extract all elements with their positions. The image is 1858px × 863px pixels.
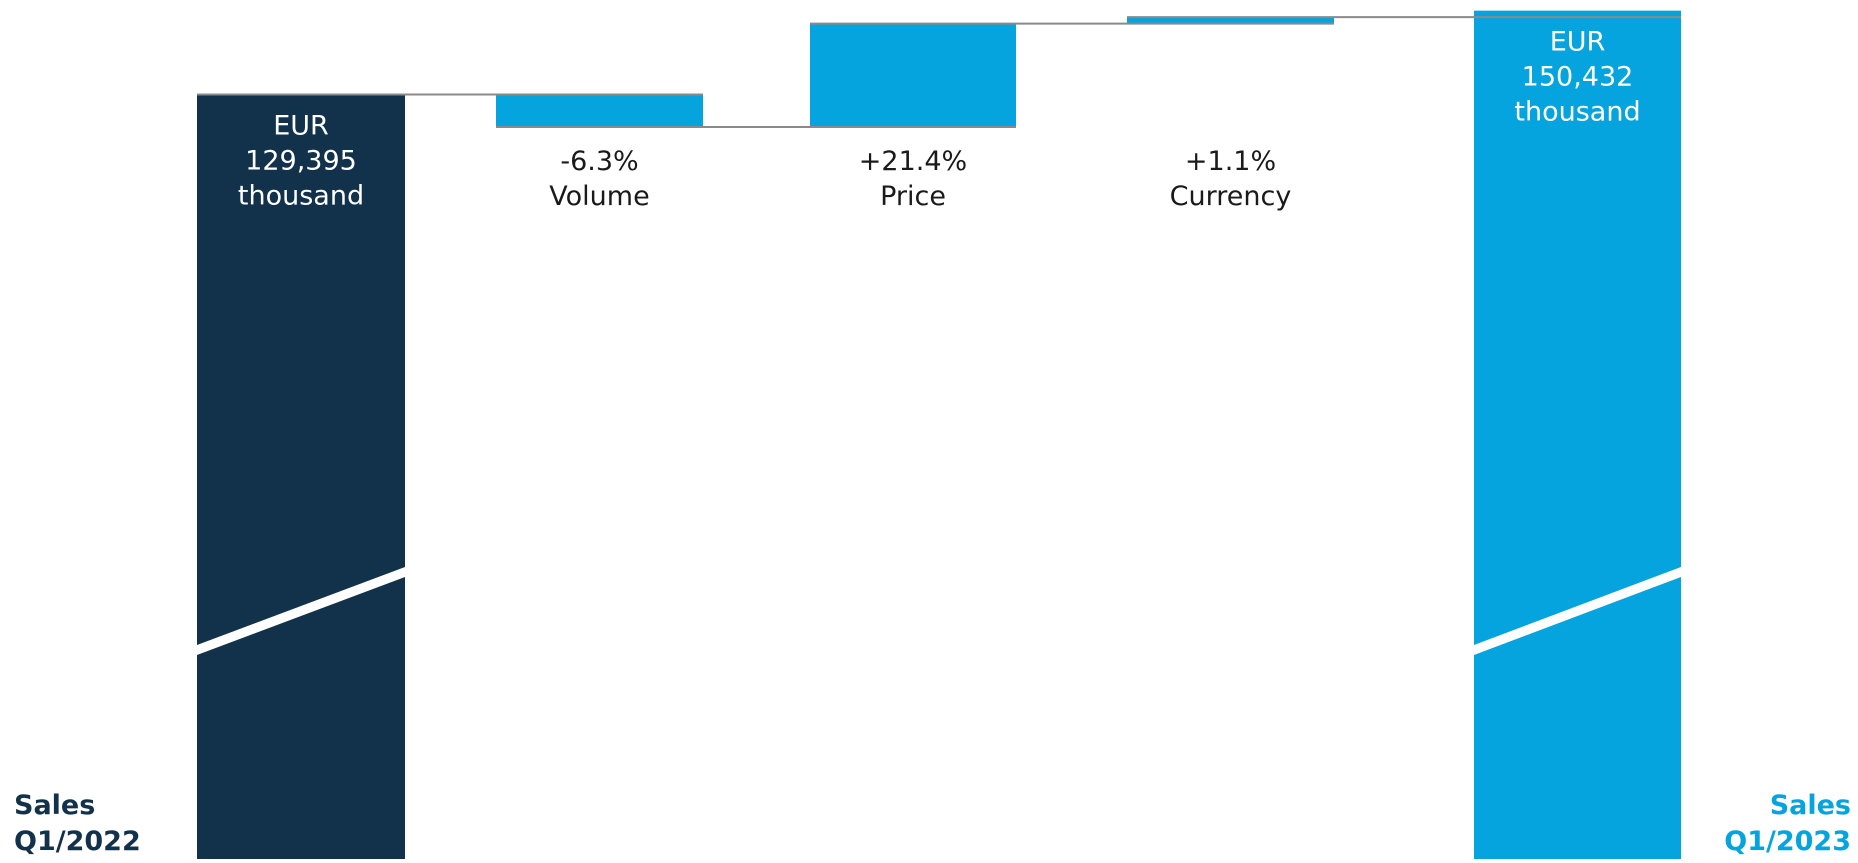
- bar-price: [810, 23, 1016, 128]
- value-label: 150,432: [1522, 62, 1634, 93]
- bar-currency: [1127, 17, 1334, 24]
- change-label: -6.3%: [560, 146, 638, 177]
- category-label: Price: [880, 181, 946, 212]
- category-label: Q1/2023: [1724, 826, 1851, 857]
- change-label: +21.4%: [859, 146, 967, 177]
- bar-sales-q1-2022: [197, 94, 405, 859]
- category-label: Volume: [549, 181, 649, 212]
- axis-break-mark: [1474, 567, 1681, 655]
- category-label: Sales: [1770, 790, 1851, 821]
- category-label: Q1/2022: [14, 826, 141, 857]
- category-label: Currency: [1170, 181, 1292, 212]
- value-label: 129,395: [245, 146, 357, 177]
- value-label: thousand: [1514, 97, 1640, 128]
- category-label: Sales: [14, 790, 95, 821]
- value-label: EUR: [273, 111, 329, 142]
- change-label: +1.1%: [1185, 146, 1276, 177]
- bar-sales-q1-2023: [1474, 10, 1681, 860]
- value-label: thousand: [238, 181, 364, 212]
- bar-volume: [496, 94, 703, 128]
- axis-break-mark: [197, 567, 405, 655]
- value-label: EUR: [1550, 27, 1606, 58]
